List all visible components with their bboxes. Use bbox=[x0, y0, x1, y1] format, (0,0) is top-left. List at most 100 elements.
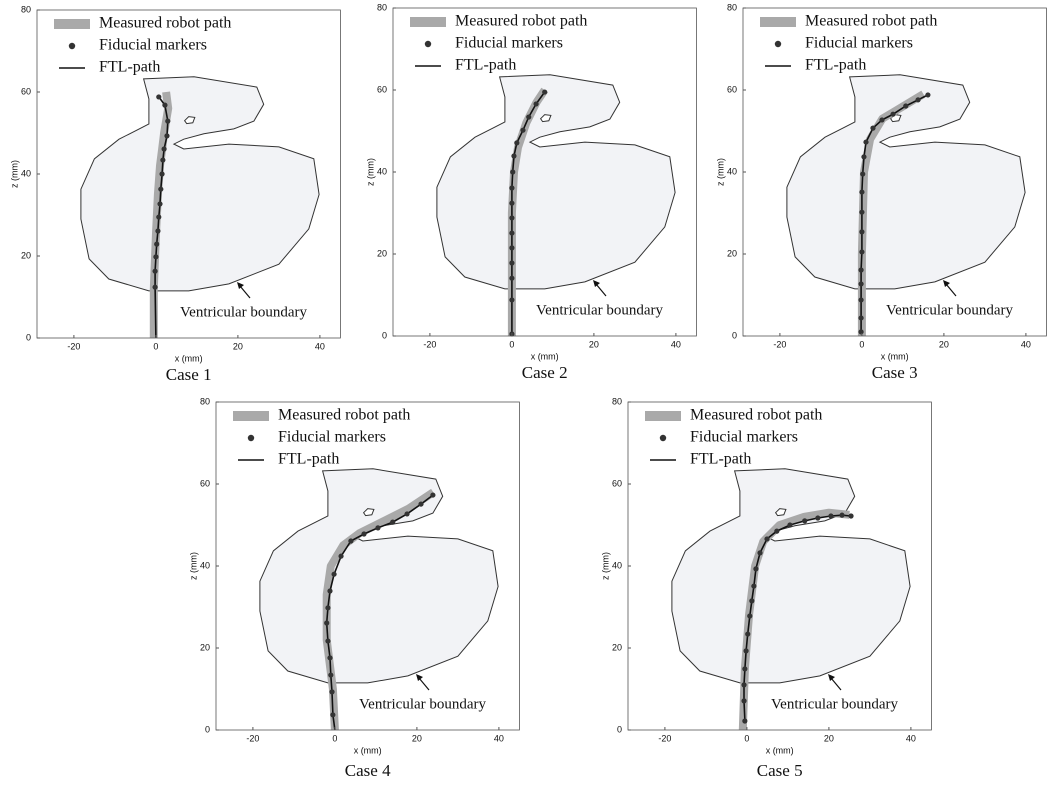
fiducial-marker bbox=[154, 241, 160, 247]
fiducial-marker bbox=[828, 513, 834, 519]
legend-swatch bbox=[54, 19, 90, 29]
y-tick-label: 0 bbox=[26, 332, 31, 342]
annotation-arrowhead bbox=[593, 280, 600, 287]
fiducial-marker bbox=[325, 605, 331, 611]
x-axis-label: x (mm) bbox=[175, 353, 203, 363]
fiducial-marker bbox=[839, 512, 845, 518]
ventricle-boundary bbox=[259, 468, 499, 684]
fiducial-marker bbox=[325, 638, 331, 644]
legend-label: Fiducial markers bbox=[690, 429, 798, 446]
y-tick-label: 80 bbox=[727, 2, 737, 12]
fiducial-marker bbox=[925, 92, 931, 98]
x-tick-label: 20 bbox=[939, 339, 949, 349]
fiducial-marker bbox=[152, 284, 158, 290]
x-tick-label: 0 bbox=[332, 733, 337, 743]
annotation-arrow bbox=[830, 677, 842, 691]
legend-label: Measured robot path bbox=[690, 407, 822, 424]
fiducial-marker bbox=[860, 171, 866, 177]
fiducial-marker bbox=[859, 189, 865, 195]
fiducial-marker bbox=[348, 538, 354, 544]
y-tick-label: 60 bbox=[21, 86, 31, 96]
fiducial-marker bbox=[741, 698, 747, 704]
fiducial-marker bbox=[747, 613, 753, 619]
x-tick-label: 40 bbox=[494, 733, 504, 743]
y-tick-label: 20 bbox=[612, 642, 622, 652]
fiducial-marker bbox=[327, 655, 333, 661]
subplot: -20 0 20 40 0 20 40 60 80 x (mm) z (mm) Case 5 Measu… bbox=[600, 396, 932, 780]
fiducial-marker bbox=[742, 718, 748, 724]
legend-label: Measured robot path bbox=[278, 407, 410, 424]
y-tick-label: 20 bbox=[377, 248, 387, 258]
fiducial-marker bbox=[751, 583, 757, 589]
fiducial-marker bbox=[742, 666, 748, 672]
y-tick-label: 0 bbox=[732, 330, 737, 340]
fiducial-marker bbox=[509, 297, 515, 303]
x-tick-label: 0 bbox=[859, 339, 864, 349]
x-tick-label: 20 bbox=[824, 733, 834, 743]
legend-label: Fiducial markers bbox=[455, 35, 563, 52]
annotation-arrow bbox=[595, 283, 607, 297]
y-tick-label: 60 bbox=[200, 478, 210, 488]
x-axis-label: x (mm) bbox=[881, 351, 909, 361]
fiducial-marker bbox=[164, 133, 170, 139]
subplot: -20 0 20 40 0 20 40 60 80 x (mm) z (mm) Case 2 Measu… bbox=[365, 2, 697, 382]
fiducial-marker bbox=[859, 249, 865, 255]
fiducial-marker bbox=[764, 536, 770, 542]
fiducial-marker bbox=[157, 201, 163, 207]
x-tick-label: -20 bbox=[67, 341, 80, 351]
legend-swatch bbox=[247, 434, 255, 442]
legend-label: Measured robot path bbox=[99, 15, 231, 32]
x-tick-label: 0 bbox=[509, 339, 514, 349]
fiducial-marker bbox=[870, 125, 876, 131]
y-axis-label: z (mm) bbox=[600, 552, 610, 580]
legend-label: Fiducial markers bbox=[99, 37, 207, 54]
y-tick-label: 20 bbox=[727, 248, 737, 258]
ftl-path bbox=[154, 96, 169, 339]
legend-swatch bbox=[424, 40, 432, 48]
fiducial-marker bbox=[848, 513, 854, 519]
legend-label: Measured robot path bbox=[455, 13, 587, 30]
legend-swatch bbox=[760, 17, 796, 27]
x-axis-label: x (mm) bbox=[531, 351, 559, 361]
legend-label: FTL-path bbox=[455, 57, 516, 74]
annotation-arrow bbox=[418, 677, 430, 691]
legend-label: Measured robot path bbox=[805, 13, 937, 30]
fiducial-marker bbox=[329, 689, 335, 695]
y-tick-label: 80 bbox=[21, 4, 31, 14]
fiducial-marker bbox=[509, 200, 515, 206]
y-tick-label: 60 bbox=[612, 478, 622, 488]
x-tick-label: 40 bbox=[315, 341, 325, 351]
legend-label: FTL-path bbox=[690, 451, 751, 468]
fiducial-marker bbox=[509, 230, 515, 236]
fiducial-marker bbox=[749, 598, 755, 604]
fiducial-marker bbox=[526, 114, 532, 120]
x-tick-label: -20 bbox=[658, 733, 671, 743]
ventricle-boundary bbox=[80, 76, 320, 292]
fiducial-marker bbox=[858, 329, 864, 335]
fiducial-marker bbox=[859, 209, 865, 215]
subplot: -20 0 20 40 0 20 40 60 80 x (mm) z (mm) Case 4 Measu… bbox=[188, 396, 520, 780]
case-label: Case 3 bbox=[872, 363, 918, 382]
y-axis-label: z (mm) bbox=[9, 160, 19, 188]
legend-swatch bbox=[645, 411, 681, 421]
fiducial-marker bbox=[418, 501, 424, 507]
fiducial-marker bbox=[330, 712, 336, 718]
case-label: Case 1 bbox=[166, 365, 212, 384]
fiducial-marker bbox=[861, 154, 867, 160]
fiducial-marker bbox=[741, 682, 747, 688]
fiducial-marker bbox=[152, 268, 158, 274]
fiducial-marker bbox=[509, 275, 515, 281]
fiducial-marker bbox=[165, 118, 171, 124]
fiducial-marker bbox=[156, 214, 162, 220]
legend-label: FTL-path bbox=[805, 57, 866, 74]
y-tick-label: 40 bbox=[377, 166, 387, 176]
annotation-arrowhead bbox=[943, 280, 950, 287]
fiducial-marker bbox=[542, 89, 548, 95]
y-tick-label: 80 bbox=[377, 2, 387, 12]
fiducial-marker bbox=[430, 492, 436, 498]
annotation: Ventricular boundary bbox=[771, 696, 899, 712]
x-tick-label: 40 bbox=[1021, 339, 1031, 349]
fiducial-marker bbox=[802, 518, 808, 524]
x-tick-label: 0 bbox=[744, 733, 749, 743]
